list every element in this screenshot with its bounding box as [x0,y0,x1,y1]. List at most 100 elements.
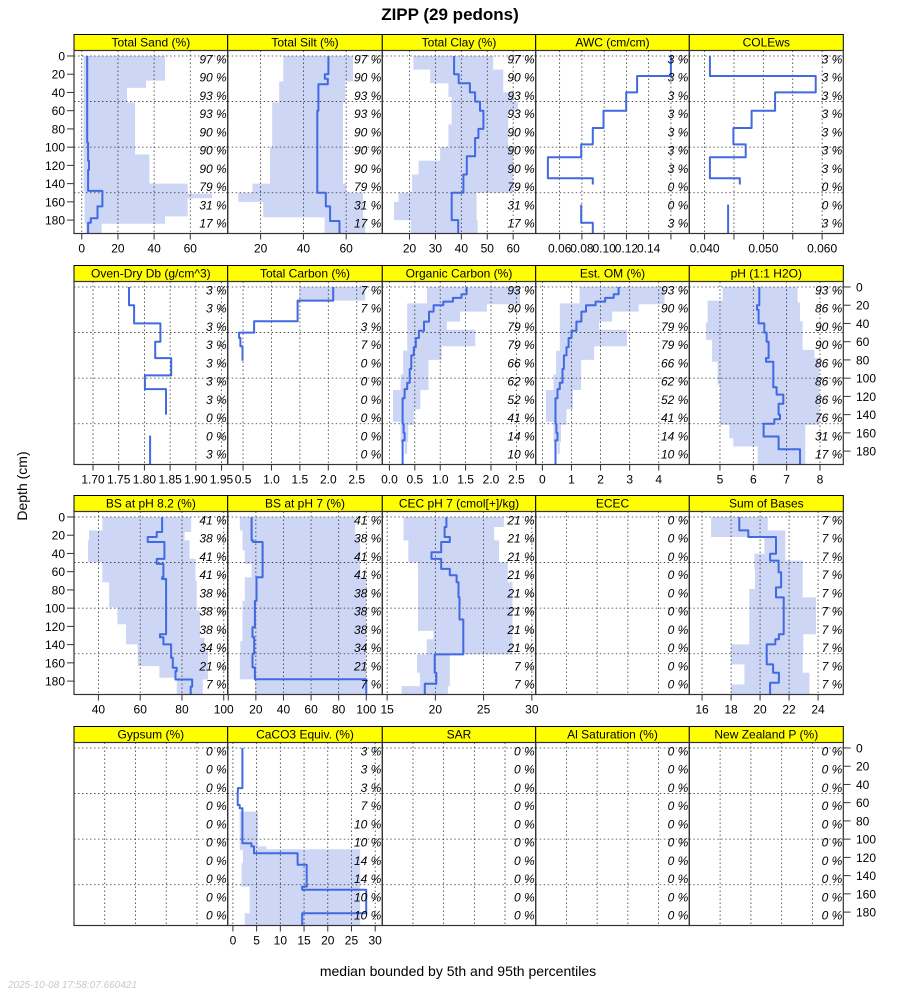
percent-label: 3 % [668,162,689,176]
x-tick-label: 1.0 [432,473,449,487]
depth-tick-label: 120 [856,390,876,404]
percent-label: 0 % [361,448,382,462]
percent-label: 3 % [668,125,689,139]
percent-label: 0 % [668,836,689,850]
percent-label: 10 % [661,448,689,462]
plot-area [689,281,844,465]
percent-label: 0 % [668,781,689,795]
percent-label: 97 % [199,52,227,66]
depth-tick-label: 120 [45,620,65,634]
percent-label: 0 % [668,678,689,692]
depth-tick-label: 140 [45,638,65,652]
percent-label: 0 % [822,799,843,813]
depth-tick-label: 60 [856,796,870,810]
percentile-band [706,287,820,465]
depth-tick-label: 100 [45,141,65,155]
percent-label: 76 % [815,411,843,425]
x-tick-label: 0.06 [548,242,572,256]
percent-label: 21 % [506,532,535,546]
percent-label: 38 % [354,623,382,637]
percent-label: 93 % [507,89,535,103]
percentile-band [88,517,208,695]
percent-label: 0 % [206,744,227,758]
percent-label: 79 % [661,320,689,334]
percent-label: 86 % [815,393,843,407]
x-tick-label: 2.0 [320,473,337,487]
x-tick-label: 0.050 [748,242,778,256]
percent-label: 17 % [507,217,535,231]
percent-label: 10 % [354,817,382,831]
percent-label: 0 % [361,429,382,443]
strip-title: Total Clay (%) [422,36,497,50]
percent-label: 0 % [206,817,227,831]
x-tick-label: 16 [695,703,709,717]
percent-label: 79 % [354,180,382,194]
percent-label: 7 % [514,678,535,692]
x-axis-caption: median bounded by 5th and 95th percentil… [319,963,597,979]
percent-label: 0 % [822,198,843,212]
depth-tick-label: 40 [52,547,66,561]
x-tick-label: 20 [429,703,443,717]
panel-new-zealand-p: New Zealand P (%) 0 % 0 % 0 % 0 % 0 % 0 % 0 % 0 … [688,726,844,927]
percent-label: 3 % [822,52,843,66]
percentile-band [83,56,212,234]
percent-label: 3 % [822,144,843,158]
x-tick-label: 1.75 [107,473,131,487]
median-line [738,517,785,695]
plot-area [227,50,383,234]
depth-tick-label: 40 [856,778,870,792]
median-line [401,287,468,465]
percent-label: 21 % [506,605,535,619]
x-tick-label: 40 [147,242,161,256]
percent-label: 90 % [354,71,382,85]
percent-label: 14 % [507,429,535,443]
depth-tick-label: 40 [52,86,66,100]
x-tick-label: 25 [477,703,491,717]
x-tick-label: 15 [297,934,311,948]
x-tick-label: 0.5 [235,473,252,487]
percent-label: 66 % [507,356,535,370]
percent-label: 0 % [822,763,843,777]
percent-label: 0 % [668,198,689,212]
percent-label: 7 % [822,678,843,692]
median-line [316,56,341,234]
percent-label: 90 % [354,144,382,158]
percent-label: 3 % [822,107,843,121]
panel-al-saturation: Al Saturation (%) 0 % 0 % 0 % 0 % 0 % 0 % 0 % 0 … [535,726,690,927]
x-tick-label: 0.040 [690,242,720,256]
percent-label: 0 % [361,375,382,389]
plot-area [74,511,228,695]
percent-label: 3 % [206,375,227,389]
plot-area [74,50,228,234]
depth-tick-label: 120 [856,851,876,865]
percent-label: 0 % [668,586,689,600]
percent-label: 0 % [822,890,843,904]
panel-est-om: Est. OM (%) 93 % 90 % 79 % 79 % 66 % 62 % 52 % 4… [535,265,690,487]
median-line [146,517,194,695]
percent-label: 3 % [206,338,227,352]
percent-label: 7 % [822,623,843,637]
percent-label: 7 % [822,586,843,600]
x-tick-label: 15 [380,703,394,717]
depth-tick-label: 160 [856,426,876,440]
depth-tick-label: 80 [52,583,66,597]
x-tick-label: 5 [717,473,724,487]
percent-label: 0 % [206,909,227,923]
depth-tick-label: 20 [52,529,66,543]
median-line [86,56,104,234]
percent-label: 0 % [206,854,227,868]
percent-label: 0 % [822,909,843,923]
median-line [238,287,335,361]
percent-label: 10 % [354,909,382,923]
x-tick-label: 60 [506,242,520,256]
percent-label: 7 % [514,659,535,673]
percent-label: 3 % [206,283,227,297]
plot-area [227,742,383,926]
x-tick-label: 0 [78,242,85,256]
x-tick-label: 1.80 [133,473,157,487]
strip-title: New Zealand P (%) [714,728,818,742]
percent-label: 52 % [661,393,689,407]
x-tick-label: 100 [356,703,376,717]
percent-label: 3 % [206,356,227,370]
timestamp: 2025-10-08 17:58:07.660421 [8,980,138,991]
